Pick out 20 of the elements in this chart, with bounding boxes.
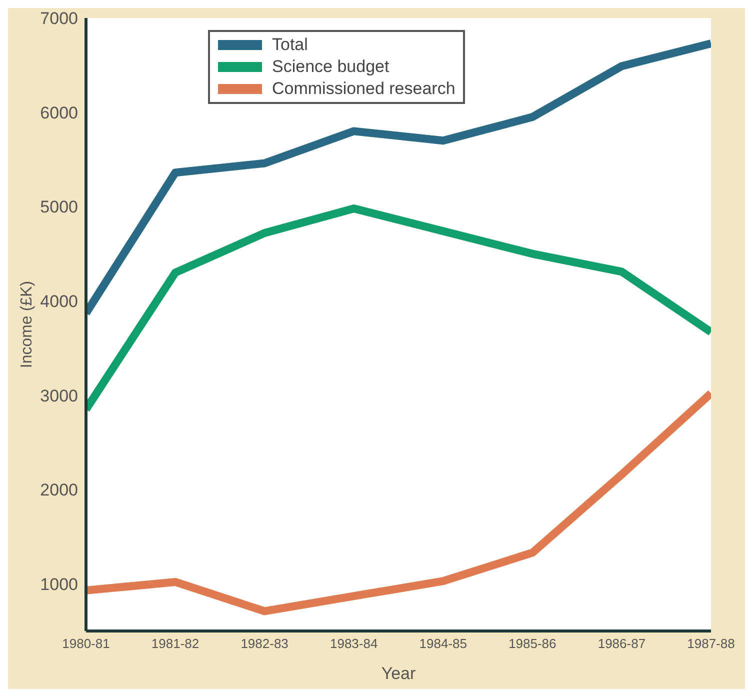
y-tick-label: 1000 <box>40 574 78 594</box>
x-tick-label: 1985-86 <box>508 636 556 652</box>
y-tick-label: 5000 <box>40 198 78 217</box>
x-tick-label: 1987-88 <box>687 636 735 652</box>
x-tick-label: 1982-83 <box>240 636 288 652</box>
y-tick-label: 7000 <box>40 9 78 28</box>
y-tick-label: 2000 <box>40 480 78 500</box>
x-tick-label: 1986-87 <box>598 636 646 652</box>
x-tick-label: 1984-85 <box>419 636 467 652</box>
legend-label: Science budget <box>271 56 390 78</box>
y-axis-title: Income (£K) <box>18 280 36 368</box>
y-tick-label: 4000 <box>40 292 78 311</box>
legend-label: Total <box>271 34 309 56</box>
y-tick-label: 3000 <box>40 386 78 406</box>
x-axis-title: Year <box>381 664 416 683</box>
x-tick-label: 1981-82 <box>151 636 200 652</box>
y-tick-label: 6000 <box>40 103 78 122</box>
x-tick-label: 1983-84 <box>330 636 378 652</box>
x-tick-label: 1980-81 <box>62 636 110 652</box>
legend-label: Commissioned research <box>271 78 456 100</box>
